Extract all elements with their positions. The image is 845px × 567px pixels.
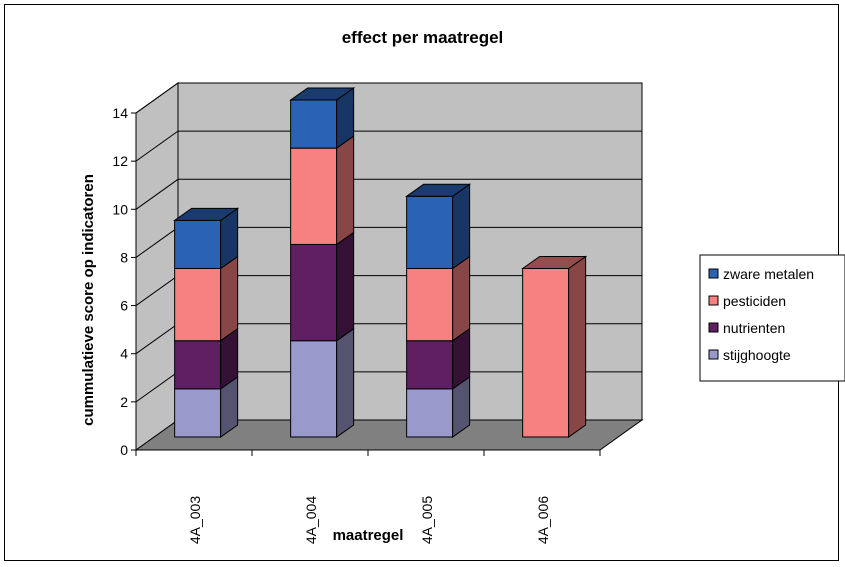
bar-front: [290, 340, 338, 438]
bars: [173, 87, 588, 438]
bar-front: [290, 147, 338, 245]
bar-side: [336, 135, 355, 246]
bar-front: [174, 268, 222, 342]
bar-side: [568, 255, 587, 438]
bar-front: [174, 388, 222, 438]
bar-side: [336, 327, 355, 438]
y-tick-label: 12: [112, 153, 128, 169]
legend-label: stijghoogte: [723, 347, 791, 363]
legend-label: zware metalen: [723, 266, 814, 282]
x-axis-title: maatregel: [333, 527, 404, 544]
gridline: [135, 82, 642, 114]
bar-front: [290, 243, 338, 342]
legend: zware metalen pesticiden nutrienten stijgho…: [699, 254, 845, 382]
bar-segment-zware-metalen-4A_005: [405, 183, 472, 270]
chart-title: effect per maatregel: [341, 28, 504, 47]
bar-top: [173, 207, 240, 221]
x-tick-label: 4A_004: [303, 496, 319, 544]
axes: [131, 112, 601, 456]
bar-front: [406, 268, 454, 342]
legend-swatch: [708, 322, 719, 333]
bar-top: [289, 87, 356, 101]
bar-side: [452, 183, 471, 270]
bar-side: [220, 255, 239, 342]
bar-segment-stijghoogte-4A_004: [290, 327, 355, 438]
y-tick-label: 0: [120, 442, 128, 458]
y-tick-label: 10: [112, 201, 128, 217]
bar-front: [522, 268, 570, 438]
bar-side: [452, 255, 471, 342]
bar-segment-nutrienten-4A_004: [290, 231, 355, 342]
bar-segment-nutrienten-4A_005: [406, 327, 471, 390]
x-tick-label: 4A_005: [419, 496, 435, 544]
bar-segment-zware-metalen-4A_003: [173, 207, 240, 270]
bar-segment-pesticiden-4A_004: [290, 135, 355, 246]
x-tick-label: 4A_006: [535, 496, 551, 544]
side-wall: [135, 82, 179, 451]
bar-segment-stijghoogte-4A_005: [406, 375, 471, 438]
bar-segment-pesticiden-4A_006: [521, 255, 588, 438]
axis-labels: 0 2 4 6 8 10 12 14 4A_003 4A_004 4A_005 4A_006maatr…: [80, 105, 551, 544]
legend-label: pesticiden: [723, 293, 786, 309]
bar-side: [336, 231, 355, 342]
bar-segment-pesticiden-4A_005: [406, 255, 471, 342]
bar-segment-stijghoogte-4A_003: [174, 375, 239, 438]
bar-top: [521, 256, 588, 269]
y-tick-label: 4: [120, 346, 128, 362]
bar-front: [290, 99, 338, 149]
y-tick-label: 8: [120, 249, 128, 265]
bar-segment-zware-metalen-4A_004: [289, 87, 356, 150]
y-tick-label: 14: [112, 105, 128, 121]
legend-swatch: [708, 349, 719, 360]
bar-front: [406, 388, 454, 438]
x-tick-label: 4A_003: [187, 496, 203, 544]
y-tick-label: 6: [120, 298, 128, 314]
gridline: [135, 130, 642, 162]
bar-front: [174, 219, 222, 270]
legend-swatch: [708, 295, 719, 306]
y-tick-label: 2: [120, 394, 128, 410]
bar-front: [174, 340, 222, 390]
bar-top: [405, 183, 472, 197]
legend-label: nutrienten: [723, 320, 785, 336]
legend-swatch: [708, 268, 719, 279]
gridline: [135, 178, 642, 210]
y-axis-title: cummulatieve score op indicatoren: [80, 174, 97, 426]
legend-box: [699, 254, 845, 382]
bar-front: [406, 195, 454, 270]
bar-front: [406, 340, 454, 390]
bar-segment-pesticiden-4A_003: [174, 255, 239, 342]
